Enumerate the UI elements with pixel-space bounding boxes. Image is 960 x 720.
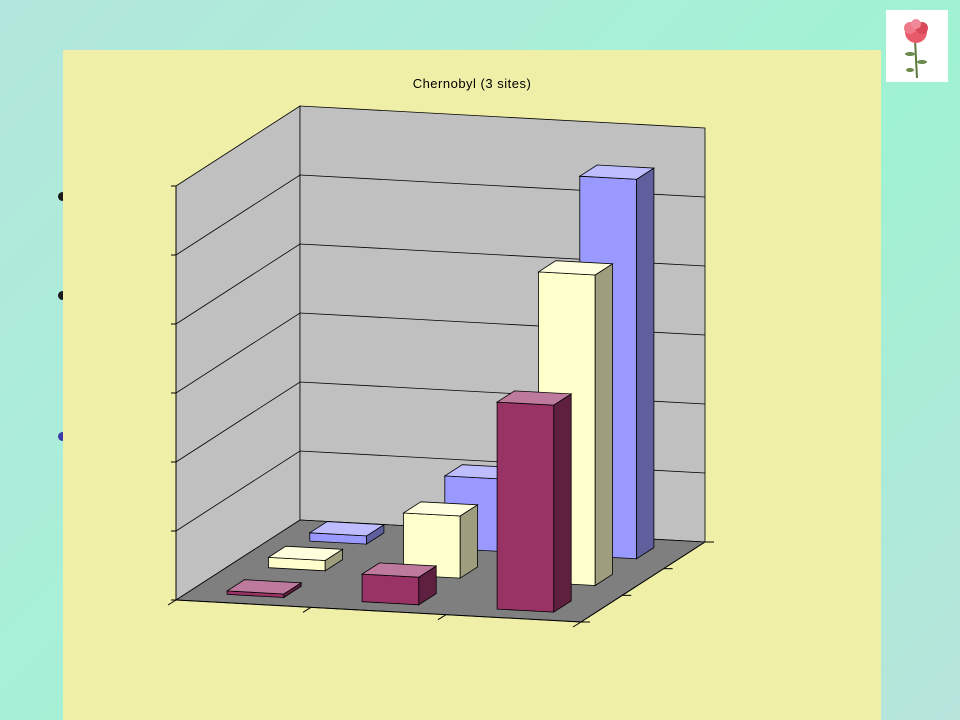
bar-top (308, 521, 386, 537)
bar (495, 390, 573, 613)
bar (402, 501, 479, 579)
bar-top (360, 562, 438, 578)
bullet-2 (58, 291, 67, 300)
bar-top (402, 501, 479, 517)
flower-icon (886, 10, 948, 82)
bar (225, 579, 303, 599)
bar (308, 521, 386, 545)
x-tick (437, 614, 447, 621)
bar-top (537, 260, 614, 276)
bar-front (496, 401, 555, 613)
bar (267, 545, 344, 572)
bullet-1 (58, 192, 67, 201)
x-tick (167, 599, 177, 606)
bar-side (594, 263, 613, 587)
chart-title: Chernobyl (3 sites) (412, 76, 532, 91)
bar-side (459, 504, 478, 579)
bar-side (636, 167, 655, 560)
x-axis (175, 599, 582, 623)
chart-area: Chernobyl (3 sites) (63, 50, 881, 720)
bar-top (225, 579, 303, 595)
gridline (175, 174, 706, 256)
gridline (175, 243, 706, 325)
depth-axis (580, 541, 706, 623)
bar-front (361, 573, 420, 606)
x-tick (302, 606, 312, 613)
bar-top (267, 545, 344, 561)
bar (360, 562, 438, 606)
x-tick (572, 621, 582, 628)
bar-top (578, 164, 656, 180)
bullet-3 (58, 432, 67, 441)
chart-svg (167, 105, 714, 628)
bar-top (495, 390, 573, 406)
bar-side (553, 393, 572, 613)
